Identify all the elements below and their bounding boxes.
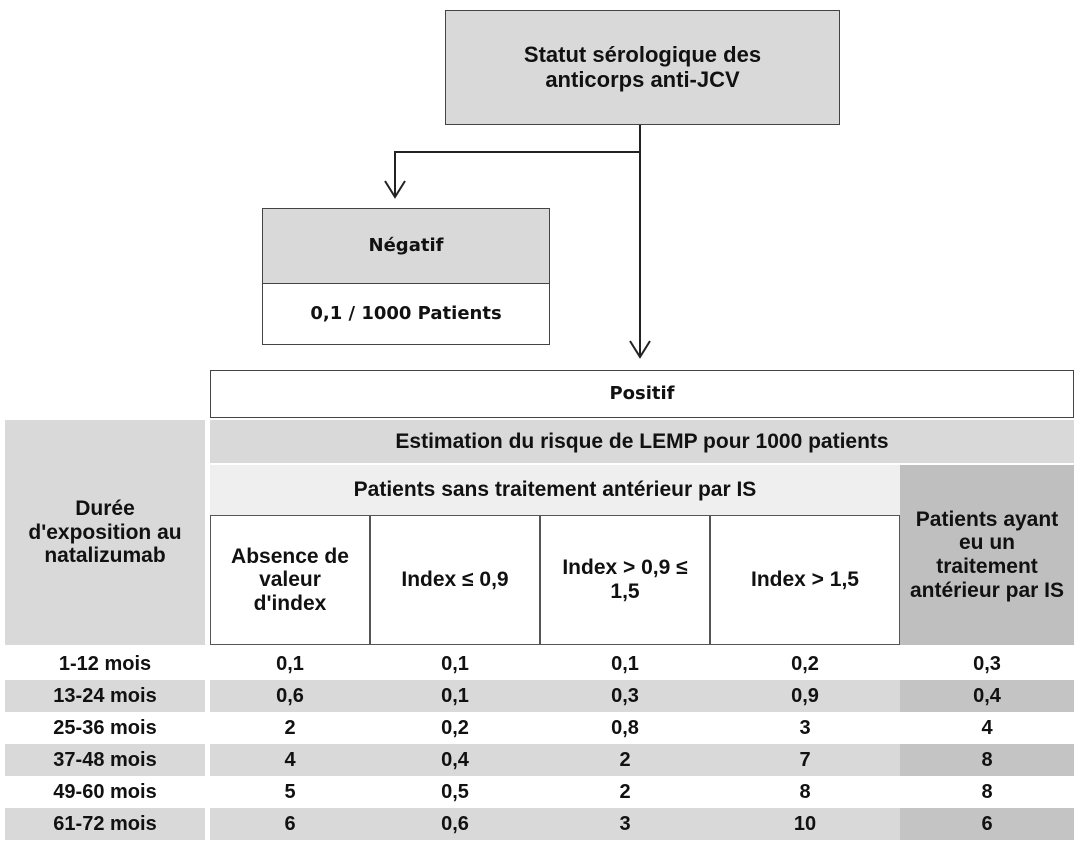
negative-value: 0,1 / 1000 Patients [262, 283, 550, 345]
value-cell: 0,5 [370, 776, 540, 808]
value-cell: 0,3 [540, 680, 710, 712]
value-cell: 0,4 [370, 744, 540, 776]
value-cell: 2 [540, 776, 710, 808]
value-cell: 0,2 [710, 648, 900, 680]
value-cell: 10 [710, 808, 900, 840]
value-cell: 0,2 [370, 712, 540, 744]
value-cell: 4 [210, 744, 370, 776]
value-cell: 0,6 [370, 808, 540, 840]
group-header: Patients sans traitement antérieur par I… [210, 465, 900, 515]
row-label: 25-36 mois [5, 712, 205, 744]
row-label: 49-60 mois [5, 776, 205, 808]
row-label: 37-48 mois [5, 744, 205, 776]
value-cell: 0,8 [540, 712, 710, 744]
value-cell: 8 [900, 744, 1074, 776]
row-label: 61-72 mois [5, 808, 205, 840]
value-cell: 3 [710, 712, 900, 744]
arrowhead [629, 340, 651, 359]
value-cell: 6 [900, 808, 1074, 840]
column-header: Index > 1,5 [710, 515, 900, 645]
row-label: 13-24 mois [5, 680, 205, 712]
last-column-header: Patients ayant eu un traitement antérieu… [900, 465, 1074, 645]
value-cell: 4 [900, 712, 1074, 744]
value-cell: 0,1 [370, 648, 540, 680]
value-cell: 0,9 [710, 680, 900, 712]
value-cell: 3 [540, 808, 710, 840]
value-cell: 6 [210, 808, 370, 840]
value-cell: 2 [210, 712, 370, 744]
table-title: Estimation du risque de LEMP pour 1000 p… [210, 420, 1074, 463]
negative-label: Négatif [262, 208, 550, 284]
value-cell: 2 [540, 744, 710, 776]
column-header: Index ≤ 0,9 [370, 515, 540, 645]
value-cell: 0,3 [900, 648, 1074, 680]
value-cell: 7 [710, 744, 900, 776]
value-cell: 0,1 [210, 648, 370, 680]
arrowhead [384, 180, 406, 199]
column-header: Absence de valeur d'index [210, 515, 370, 645]
row-header: Durée d'exposition au natalizumab [5, 420, 205, 645]
connector [394, 151, 640, 196]
value-cell: 0,1 [370, 680, 540, 712]
positive-label: Positif [210, 370, 1074, 418]
value-cell: 0,6 [210, 680, 370, 712]
value-cell: 0,4 [900, 680, 1074, 712]
value-cell: 8 [710, 776, 900, 808]
value-cell: 0,1 [540, 648, 710, 680]
value-cell: 8 [900, 776, 1074, 808]
row-label: 1-12 mois [5, 648, 205, 680]
column-header: Index > 0,9 ≤ 1,5 [540, 515, 710, 645]
value-cell: 5 [210, 776, 370, 808]
root-box: Statut sérologique des anticorps anti-JC… [445, 10, 840, 125]
